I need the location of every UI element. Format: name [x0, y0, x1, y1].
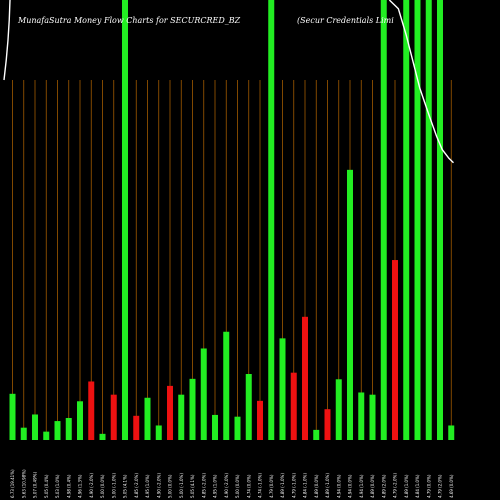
tick-label: 4.79 (0.0%) — [426, 474, 431, 498]
bar — [144, 397, 151, 440]
bar — [54, 421, 61, 440]
tick-label: 4.89 (1.0%) — [404, 474, 409, 498]
tick-label: 5.07 (0.49%) — [33, 472, 38, 498]
tick-label: 4.89 (0.0%) — [314, 474, 319, 498]
tick-label: 5.63 (10.98%) — [21, 469, 26, 498]
bar — [313, 429, 320, 440]
tick-label: 4.94 (0.0%) — [348, 474, 353, 498]
bar — [324, 409, 331, 440]
tick-label: 5.00 (0.0%) — [100, 474, 105, 498]
tick-label: 4.74 (0.0%) — [246, 474, 251, 498]
bar — [369, 394, 376, 440]
bar — [358, 392, 365, 440]
tick-label: 4.79 (-1.0%) — [291, 473, 296, 498]
bar — [122, 0, 128, 440]
tick-label: 4.94 (0.0%) — [336, 474, 341, 498]
bar — [403, 0, 410, 440]
tick-label: 4.79 (-2.0%) — [393, 473, 398, 498]
bar — [167, 385, 173, 440]
tick-label: 4.79 (2.0%) — [438, 474, 443, 498]
bar — [99, 433, 106, 440]
tick-label: 4.89 (2.0%) — [381, 474, 386, 498]
left-price-curve — [3, 0, 11, 81]
tick-label: 5.05 (4.1%) — [123, 474, 128, 498]
bar — [110, 394, 117, 440]
tick-label: 5.05 (4.1%) — [190, 474, 195, 498]
bar — [414, 0, 421, 440]
tick-label: 4.90 (-2.0%) — [224, 473, 229, 498]
bar — [335, 379, 342, 440]
tick-label: 4.95 (1.0%) — [213, 474, 218, 498]
bar — [392, 260, 398, 440]
tick-label: 4.85 (-2.0%) — [134, 473, 139, 498]
tick-label: 4.89 (0.0%) — [370, 474, 375, 498]
bar — [425, 0, 432, 440]
bar — [268, 0, 275, 440]
bar — [32, 414, 38, 440]
tick-label: 4.90 (-2.0%) — [156, 473, 161, 498]
tick-label: 5.03 (1.0%) — [55, 474, 60, 498]
bar — [155, 425, 162, 440]
tick-label: 4.85 (-2.0%) — [201, 473, 206, 498]
bar — [200, 348, 207, 440]
bar — [212, 414, 218, 440]
tick-label: 5.05 (0.4%) — [44, 474, 49, 498]
bar — [189, 378, 196, 440]
tick-labels: 6.73 (19.41%) 5.63 (10.98%) 5.07 (0.49%) 5.… — [10, 469, 454, 498]
tick-label: 6.73 (19.41%) — [10, 469, 15, 498]
tick-label: 4.74 (-1.0%) — [258, 473, 263, 498]
tick-label: 4.79 (0.0%) — [269, 474, 274, 498]
tick-label: 4.84 (-1.0%) — [303, 473, 308, 498]
bar — [20, 427, 27, 440]
tick-label: 4.95 (1.0%) — [145, 474, 150, 498]
tick-label: 4.84 (1.0%) — [415, 474, 420, 498]
bar — [279, 338, 286, 440]
bar — [448, 425, 455, 440]
tick-label: 4.69 (0.0%) — [449, 474, 454, 498]
tick-label: 5.00 (-1.0%) — [179, 473, 184, 498]
price-line — [388, 0, 454, 164]
bar — [133, 415, 140, 440]
bar — [43, 431, 50, 440]
bar — [88, 381, 95, 440]
tick-label: 5.00 (0.0%) — [168, 474, 173, 498]
bar — [347, 169, 353, 440]
bar — [245, 374, 252, 440]
tick-label: 4.94 (1.0%) — [359, 474, 364, 498]
bar — [302, 316, 308, 440]
tick-label: 4.89 (-1.0%) — [325, 473, 330, 498]
tick-label: 4.98 (0.4%) — [66, 474, 71, 498]
tick-label: 4.89 (-1.0%) — [280, 473, 285, 498]
tick-label: 5.00 (0.0%) — [235, 474, 240, 498]
chart-title-company: (Secur Credentials Limi — [297, 16, 394, 25]
bar — [234, 416, 241, 440]
bar — [9, 393, 16, 440]
bar — [380, 0, 387, 440]
bar — [290, 372, 297, 440]
tick-label: 4.90 (-2.0%) — [89, 473, 94, 498]
bar — [437, 0, 443, 440]
bar — [77, 401, 83, 440]
bars-group — [9, 0, 455, 440]
bar — [178, 394, 185, 440]
bar — [65, 418, 72, 440]
tick-label: 5.00 (-1.0%) — [111, 473, 116, 498]
tick-label: 4.96 (1.3%) — [78, 474, 83, 498]
bar — [257, 400, 263, 440]
chart-title: MunafaSutra Money Flow Charts for SECURC… — [17, 16, 241, 25]
bar — [223, 331, 230, 440]
